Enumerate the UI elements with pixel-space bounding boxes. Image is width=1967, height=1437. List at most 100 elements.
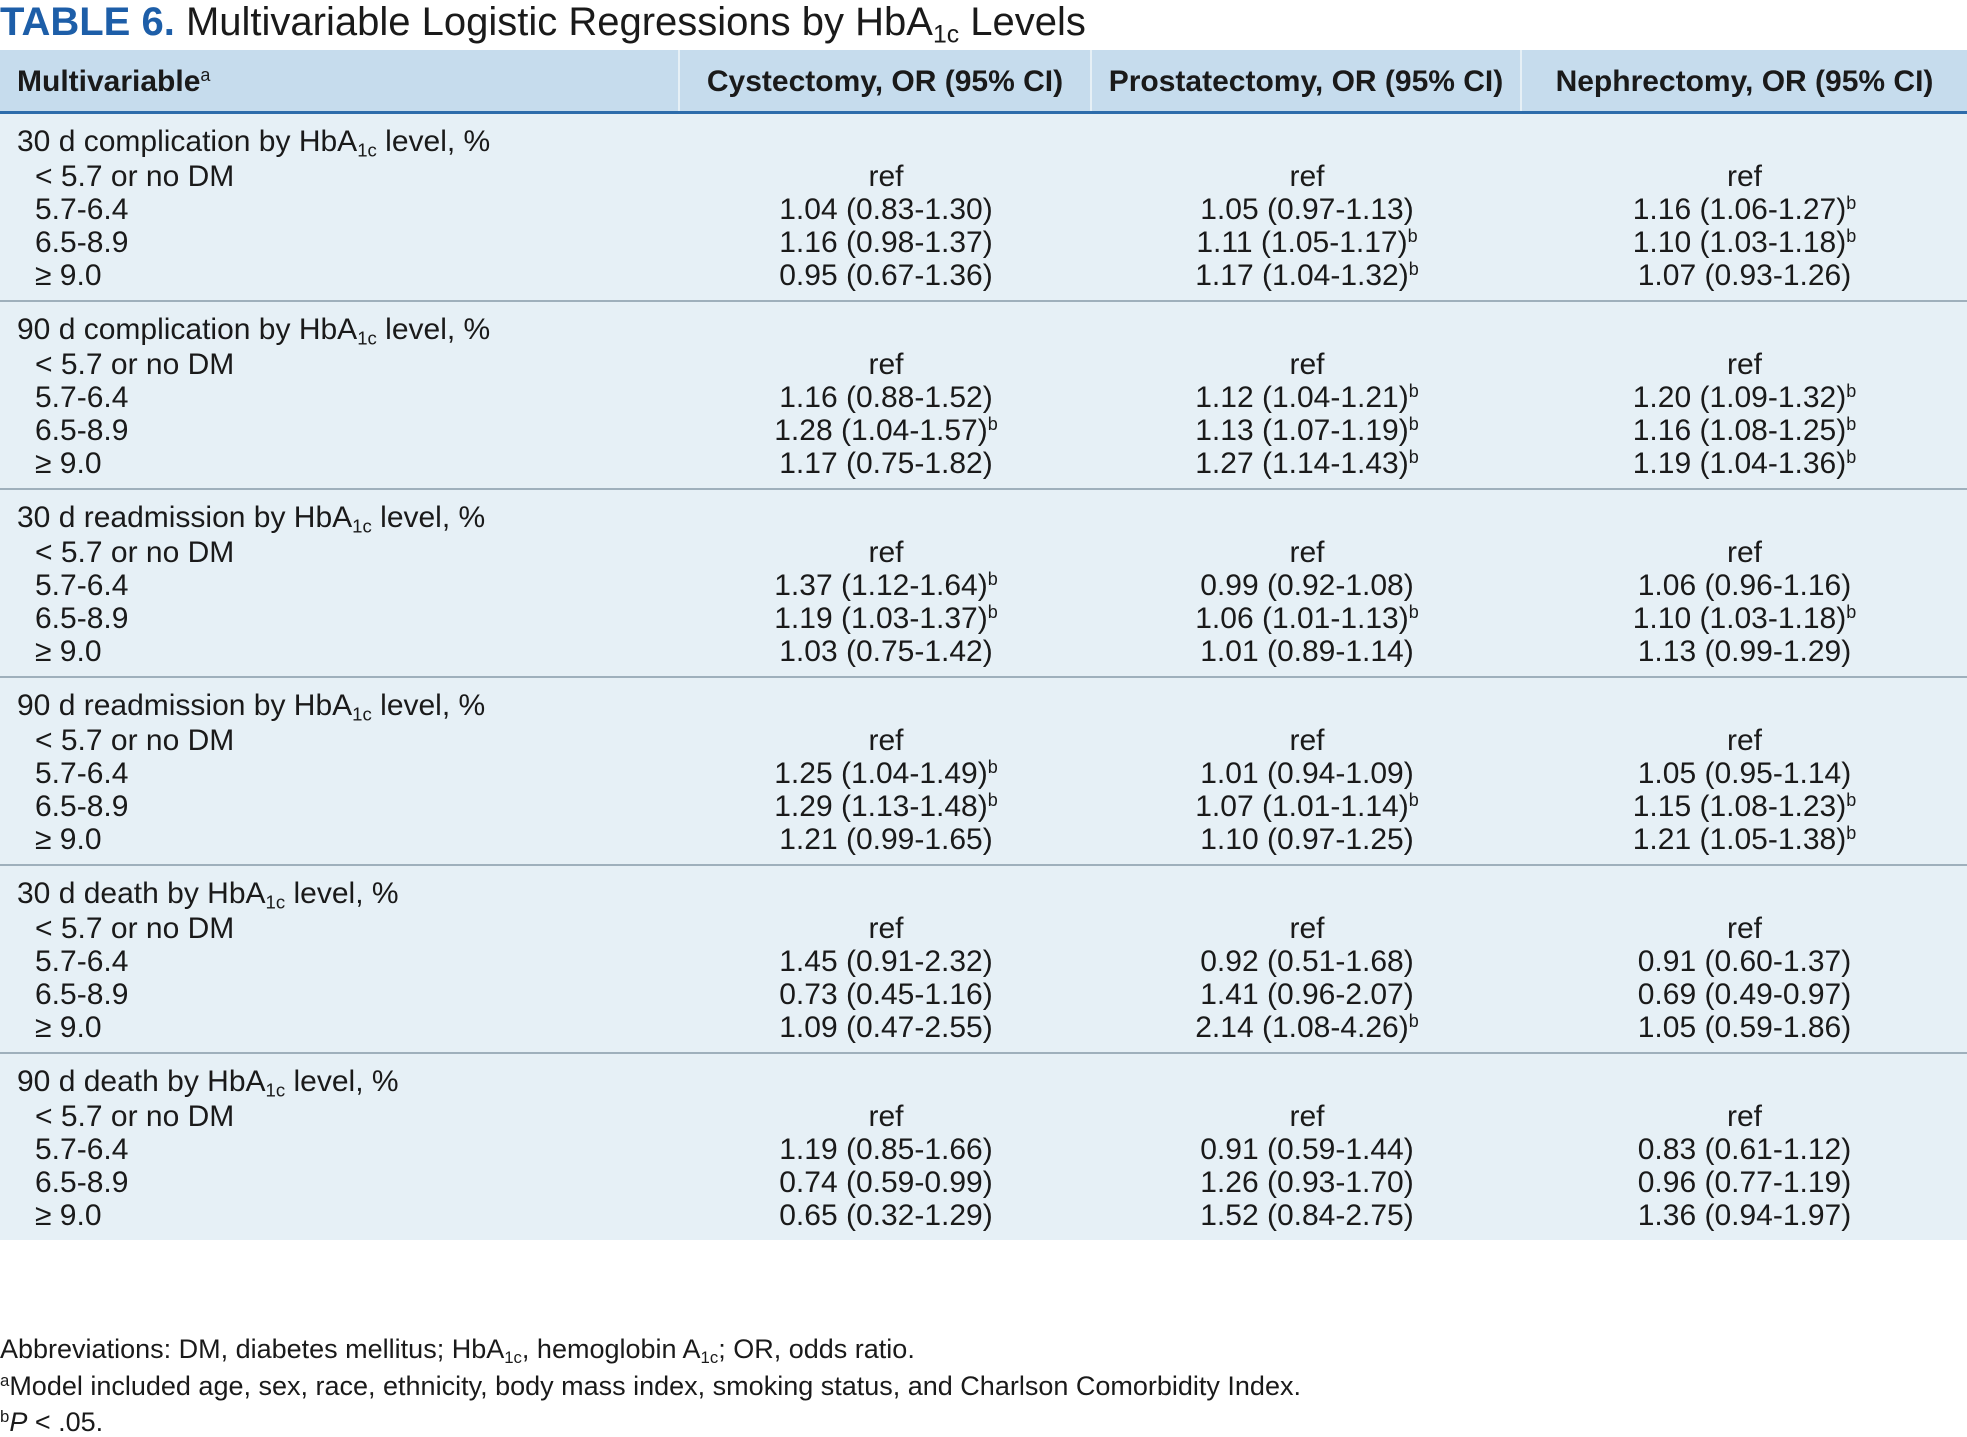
cystectomy-value: 1.16 (0.98-1.37) <box>779 226 993 259</box>
nephrectomy-value: ref <box>1726 912 1762 945</box>
nephrectomy-value: 1.21 (1.05-1.38)b <box>1632 823 1857 856</box>
row-label: 5.7-6.4 <box>35 193 129 226</box>
significance-mark: b <box>987 757 998 778</box>
footnote-b: bP < .05. <box>0 1406 104 1437</box>
header-cystectomy: Cystectomy, OR (95% CI) <box>680 50 1092 111</box>
cystectomy-value: 1.03 (0.75-1.42) <box>779 635 993 668</box>
nephrectomy-value: ref <box>1726 348 1762 381</box>
row-label: ≥ 9.0 <box>35 635 102 668</box>
significance-mark: b <box>1846 193 1857 214</box>
row-label: 5.7-6.4 <box>35 1133 129 1166</box>
significance-mark: b <box>1408 602 1419 623</box>
cystectomy-value: 1.17 (0.75-1.82) <box>779 447 993 480</box>
table-row: 6.5-8.9 1.29 (1.13-1.48)b 1.07 (1.01-1.14)… <box>0 790 1967 823</box>
cystectomy-value: 0.95 (0.67-1.36) <box>779 259 993 292</box>
cystectomy-value: ref <box>868 348 904 381</box>
cystectomy-value: ref <box>868 724 904 757</box>
row-label: ≥ 9.0 <box>35 1011 102 1044</box>
prostatectomy-value: 1.11 (1.05-1.17)b <box>1196 226 1418 259</box>
row-label: < 5.7 or no DM <box>35 912 235 945</box>
prostatectomy-value: 1.52 (0.84-2.75) <box>1200 1199 1414 1232</box>
table-row: < 5.7 or no DM ref ref ref <box>0 536 1967 569</box>
row-label: ≥ 9.0 <box>35 259 102 292</box>
significance-mark: b <box>987 602 998 623</box>
row-label: 5.7-6.4 <box>35 757 129 790</box>
table-row: < 5.7 or no DM ref ref ref <box>0 1100 1967 1133</box>
section-title: 30 d readmission by HbA1c level, % <box>17 501 486 537</box>
nephrectomy-value: 0.69 (0.49-0.97) <box>1637 978 1852 1011</box>
row-label: ≥ 9.0 <box>35 1199 102 1232</box>
significance-mark: b <box>1408 1011 1419 1032</box>
row-label: < 5.7 or no DM <box>35 348 235 381</box>
section-title: 90 d death by HbA1c level, % <box>17 1065 399 1101</box>
cystectomy-value: 1.19 (0.85-1.66) <box>779 1133 993 1166</box>
significance-mark: b <box>1407 226 1418 247</box>
section-title: 90 d complication by HbA1c level, % <box>17 313 491 349</box>
prostatectomy-value: 1.17 (1.04-1.32)b <box>1195 259 1419 292</box>
table-section: 30 d death by HbA1c level, % < 5.7 or no … <box>0 866 1967 1054</box>
table-row: ≥ 9.0 1.17 (0.75-1.82) 1.27 (1.14-1.43)b 1.… <box>0 447 1967 480</box>
cystectomy-value: 1.21 (0.99-1.65) <box>779 823 993 856</box>
cystectomy-value: 0.65 (0.32-1.29) <box>779 1199 993 1232</box>
row-label: < 5.7 or no DM <box>35 1100 235 1133</box>
nephrectomy-value: ref <box>1726 536 1762 569</box>
significance-mark: b <box>1408 447 1419 468</box>
row-label: 6.5-8.9 <box>35 602 129 635</box>
cystectomy-value: 1.37 (1.12-1.64)b <box>774 569 998 602</box>
row-label: < 5.7 or no DM <box>35 536 235 569</box>
prostatectomy-value: 0.91 (0.59-1.44) <box>1200 1133 1414 1166</box>
cystectomy-value: ref <box>868 160 904 193</box>
table-section: 90 d complication by HbA1c level, % < 5.7… <box>0 302 1967 490</box>
table-section: 90 d readmission by HbA1c level, % < 5.7 … <box>0 678 1967 866</box>
row-label: 5.7-6.4 <box>35 569 129 602</box>
significance-mark: b <box>1846 226 1857 247</box>
significance-mark: b <box>1408 790 1419 811</box>
table-row: < 5.7 or no DM ref ref ref <box>0 348 1967 381</box>
nephrectomy-value: 1.05 (0.95-1.14) <box>1637 757 1852 790</box>
cystectomy-value: 1.16 (0.88-1.52) <box>779 381 993 414</box>
row-label: 5.7-6.4 <box>35 381 129 414</box>
nephrectomy-value: 1.20 (1.09-1.32)b <box>1632 381 1857 414</box>
cystectomy-value: 1.19 (1.03-1.37)b <box>774 602 998 635</box>
row-label: 5.7-6.4 <box>35 945 129 978</box>
significance-mark: b <box>1846 381 1857 402</box>
prostatectomy-value: ref <box>1289 160 1325 193</box>
significance-mark: b <box>987 790 998 811</box>
prostatectomy-value: 1.27 (1.14-1.43)b <box>1195 447 1419 480</box>
footnote-a: aModel included age, sex, race, ethnicit… <box>0 1370 1301 1401</box>
prostatectomy-value: 1.10 (0.97-1.25) <box>1200 823 1414 856</box>
header-nephrectomy: Nephrectomy, OR (95% CI) <box>1555 65 1934 98</box>
cystectomy-value: ref <box>868 536 904 569</box>
table-title: TABLE 6. Multivariable Logistic Regressi… <box>0 0 1086 48</box>
table-row: ≥ 9.0 0.95 (0.67-1.36) 1.17 (1.04-1.32)b 1.… <box>0 259 1967 292</box>
section-title: 30 d death by HbA1c level, % <box>17 877 399 913</box>
regression-table: Multivariablea Cystectomy, OR (95% CI) P… <box>0 50 1967 1240</box>
prostatectomy-value: 2.14 (1.08-4.26)b <box>1195 1011 1419 1044</box>
nephrectomy-value: 1.16 (1.06-1.27)b <box>1632 193 1857 226</box>
footnote-abbreviations: Abbreviations: DM, diabetes mellitus; Hb… <box>0 1334 915 1368</box>
nephrectomy-value: 0.83 (0.61-1.12) <box>1637 1133 1852 1166</box>
prostatectomy-value: 1.01 (0.94-1.09) <box>1200 757 1414 790</box>
significance-mark: b <box>1408 259 1419 280</box>
table-section: 30 d readmission by HbA1c level, % < 5.7 … <box>0 490 1967 678</box>
table-row: ≥ 9.0 1.03 (0.75-1.42) 1.01 (0.89-1.14) 1.1… <box>0 635 1967 668</box>
significance-mark: b <box>1408 381 1419 402</box>
row-label: < 5.7 or no DM <box>35 160 235 193</box>
table-row: ≥ 9.0 1.21 (0.99-1.65) 1.10 (0.97-1.25) 1.2… <box>0 823 1967 856</box>
significance-mark: b <box>987 569 998 590</box>
table-row: 5.7-6.4 1.04 (0.83-1.30) 1.05 (0.97-1.13) 1… <box>0 193 1967 226</box>
cystectomy-value: ref <box>868 912 904 945</box>
table-row: 6.5-8.9 0.73 (0.45-1.16) 1.41 (0.96-2.07) 0… <box>0 978 1967 1011</box>
prostatectomy-value: 1.01 (0.89-1.14) <box>1200 635 1414 668</box>
significance-mark: b <box>987 414 998 435</box>
section-title: 90 d readmission by HbA1c level, % <box>17 689 486 725</box>
table-row: < 5.7 or no DM ref ref ref <box>0 724 1967 757</box>
cystectomy-value: 1.29 (1.13-1.48)b <box>774 790 998 823</box>
cystectomy-value: 1.25 (1.04-1.49)b <box>774 757 998 790</box>
significance-mark: b <box>1846 823 1857 844</box>
prostatectomy-value: 1.07 (1.01-1.14)b <box>1195 790 1419 823</box>
nephrectomy-value: ref <box>1726 160 1762 193</box>
nephrectomy-value: 1.05 (0.59-1.86) <box>1637 1011 1852 1044</box>
cystectomy-value: 1.04 (0.83-1.30) <box>779 193 993 226</box>
